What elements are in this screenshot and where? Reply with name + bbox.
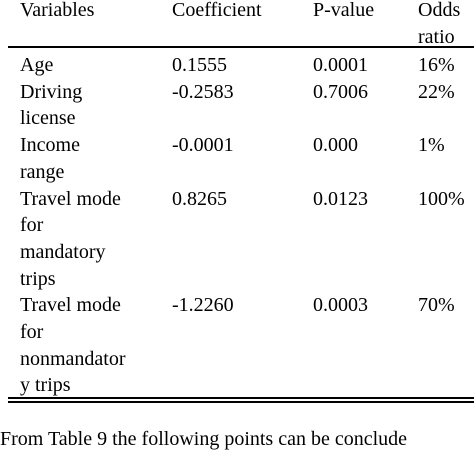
value-cell: -0.2583 (172, 80, 234, 103)
value-cell: 1% (418, 134, 445, 157)
bottom-rule (8, 401, 474, 403)
value-cell: 0.0001 (313, 54, 368, 76)
value-cell: 16% (418, 54, 455, 76)
variable-cell: license (20, 107, 76, 130)
variable-cell: nonmandator (20, 347, 126, 370)
value-cell: 0.7006 (313, 80, 368, 103)
variable-cell: for (20, 321, 44, 343)
variable-cell: Driving (20, 80, 83, 103)
variable-cell: Income (20, 134, 80, 157)
value-cell: 0.8265 (172, 187, 227, 210)
value-cell: 100% (418, 187, 465, 210)
value-cell: 0.000 (313, 134, 358, 157)
variable-cell: mandatory (20, 240, 106, 263)
header-cell: Coefficient (172, 0, 262, 21)
variable-cell: range (20, 160, 65, 183)
value-cell: 22% (418, 80, 455, 103)
footer-text: From Table 9 the following points can be… (0, 428, 408, 450)
value-cell: 0.0123 (313, 187, 368, 210)
header-cell: Odds (418, 0, 461, 21)
bottom-rule (8, 397, 474, 399)
header-cell: ratio (418, 25, 455, 48)
header-rule (8, 46, 474, 48)
variable-cell: for (20, 214, 44, 237)
value-cell: 0.1555 (172, 54, 227, 76)
header-cell: P-value (313, 0, 375, 21)
value-cell: 0.0003 (313, 294, 368, 317)
header-cell: Variables (20, 0, 95, 21)
variable-cell: Travel mode (20, 187, 121, 210)
variable-cell: y trips (20, 374, 71, 397)
value-cell: -1.2260 (172, 294, 234, 317)
variable-cell: Age (20, 54, 54, 76)
variable-cell: trips (20, 267, 56, 290)
value-cell: 70% (418, 294, 455, 317)
value-cell: -0.0001 (172, 134, 234, 157)
variable-cell: Travel mode (20, 294, 121, 317)
